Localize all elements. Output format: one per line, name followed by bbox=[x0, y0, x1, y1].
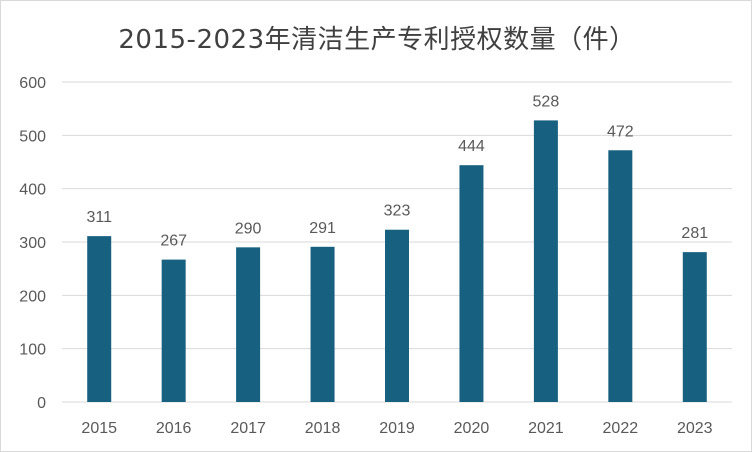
data-label-2021: 528 bbox=[533, 93, 560, 110]
x-tick-label-2019: 2019 bbox=[379, 420, 415, 437]
bar-2015 bbox=[87, 236, 112, 402]
bars bbox=[87, 120, 707, 403]
bar-2018 bbox=[310, 246, 335, 402]
bar-2017 bbox=[236, 247, 261, 402]
x-tick-label-2022: 2022 bbox=[603, 420, 639, 437]
chart-title: 2015-2023年清洁生产专利授权数量（件） bbox=[118, 25, 636, 55]
x-tick-label-2016: 2016 bbox=[156, 420, 192, 437]
data-label-2023: 281 bbox=[681, 225, 708, 242]
x-tick-label-2015: 2015 bbox=[81, 420, 117, 437]
bar-2022 bbox=[608, 150, 633, 402]
bar-2016 bbox=[161, 259, 186, 402]
y-tick-label: 300 bbox=[19, 235, 46, 252]
y-tick-label: 100 bbox=[19, 342, 46, 359]
x-axis-ticks: 2015 2016 2017 2018 2019 2020 2021 2022 2023 bbox=[81, 420, 712, 437]
bar-2021 bbox=[533, 120, 558, 403]
x-tick-label-2021: 2021 bbox=[528, 420, 564, 437]
y-tick-label: 500 bbox=[19, 128, 46, 145]
y-tick-label: 200 bbox=[19, 288, 46, 305]
data-label-2017: 290 bbox=[235, 220, 262, 237]
data-label-2020: 444 bbox=[458, 138, 485, 155]
bar-2023 bbox=[682, 252, 707, 402]
bar-2019 bbox=[385, 229, 409, 402]
y-tick-label: 400 bbox=[19, 182, 46, 199]
data-label-2018: 291 bbox=[309, 220, 336, 237]
x-tick-label-2020: 2020 bbox=[454, 420, 490, 437]
x-tick-label-2017: 2017 bbox=[230, 420, 266, 437]
x-tick-label-2018: 2018 bbox=[305, 420, 341, 437]
data-label-2015: 311 bbox=[86, 209, 112, 226]
data-label-2019: 323 bbox=[384, 203, 411, 220]
y-axis-ticks: 0 100 200 300 400 500 600 bbox=[19, 75, 46, 412]
x-tick-label-2023: 2023 bbox=[677, 420, 713, 437]
data-labels: 311 267 290 291 323 444 528 472 281 bbox=[86, 93, 708, 249]
data-label-2016: 267 bbox=[160, 233, 187, 250]
data-label-2022: 472 bbox=[607, 123, 634, 140]
bar-2020 bbox=[459, 165, 484, 402]
y-tick-label: 600 bbox=[19, 75, 46, 92]
y-tick-label: 0 bbox=[37, 395, 46, 412]
